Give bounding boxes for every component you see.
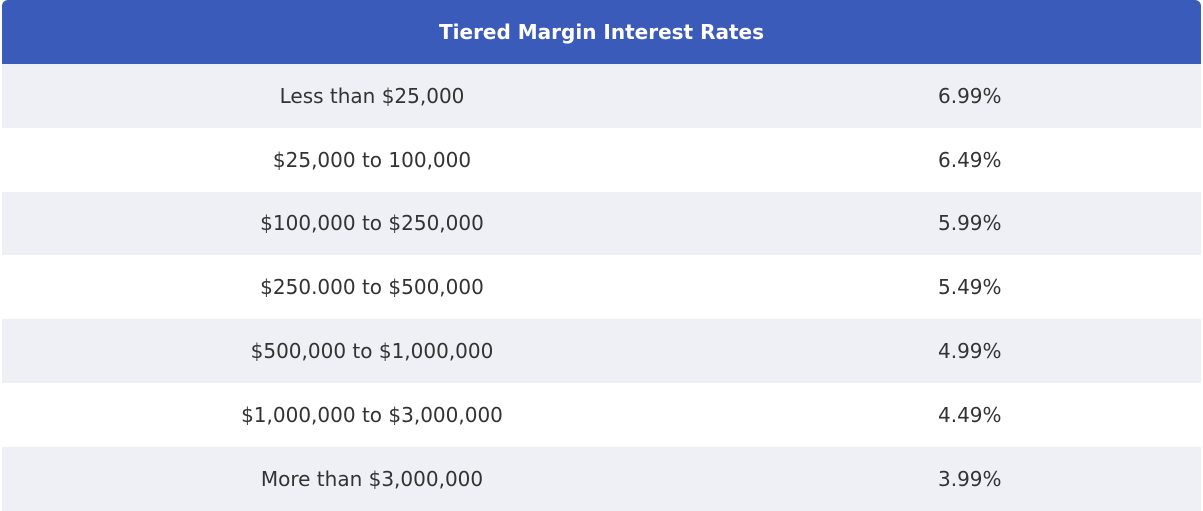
balance-range-cell: $1,000,000 to $3,000,000 [2, 382, 742, 447]
table-body: Less than $25,000 6.99% $25,000 to 100,0… [2, 64, 1201, 511]
interest-rate-cell: 3.99% [742, 446, 1201, 511]
interest-rate-cell: 4.99% [742, 319, 1201, 383]
balance-range-cell: Less than $25,000 [2, 64, 742, 128]
table-row: $100,000 to $250,000 5.99% [2, 191, 1201, 256]
table-row: $1,000,000 to $3,000,000 4.49% [2, 382, 1201, 447]
table-row: $250.000 to $500,000 5.49% [2, 255, 1201, 320]
table-row: More than $3,000,000 3.99% [2, 446, 1201, 511]
balance-range-cell: $100,000 to $250,000 [2, 191, 742, 256]
table-title: Tiered Margin Interest Rates [2, 0, 1201, 64]
table-row: Less than $25,000 6.99% [2, 64, 1201, 128]
interest-rate-cell: 5.49% [742, 255, 1201, 320]
table-row: $500,000 to $1,000,000 4.99% [2, 319, 1201, 383]
balance-range-cell: More than $3,000,000 [2, 446, 742, 511]
table-header: Tiered Margin Interest Rates [2, 0, 1201, 64]
interest-rate-cell: 6.49% [742, 127, 1201, 192]
interest-rate-cell: 5.99% [742, 191, 1201, 256]
table-row: $25,000 to 100,000 6.49% [2, 127, 1201, 192]
header-row: Tiered Margin Interest Rates [2, 0, 1201, 64]
balance-range-cell: $500,000 to $1,000,000 [2, 319, 742, 383]
balance-range-cell: $250.000 to $500,000 [2, 255, 742, 320]
interest-rate-cell: 4.49% [742, 382, 1201, 447]
interest-rate-cell: 6.99% [742, 64, 1201, 128]
balance-range-cell: $25,000 to 100,000 [2, 127, 742, 192]
